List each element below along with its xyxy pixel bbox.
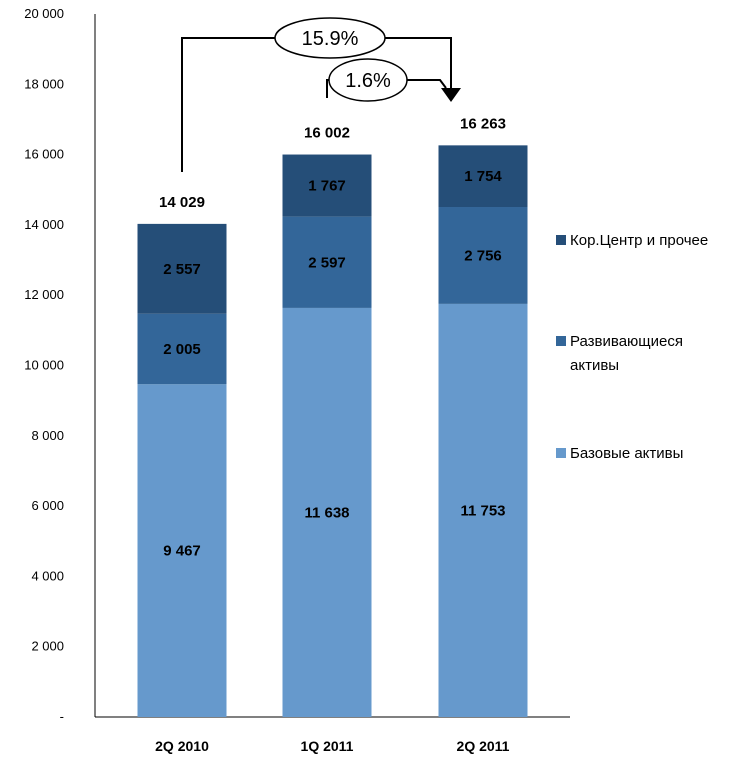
bar-segment — [137, 313, 227, 385]
y-tick-label: 16 000 — [24, 147, 64, 162]
bar-segment — [438, 303, 528, 717]
legend-label: Базовые активы — [570, 445, 683, 462]
x-tick-label: 2Q 2010 — [155, 738, 209, 754]
bar-segment — [282, 307, 372, 717]
legend-swatch — [556, 336, 566, 346]
y-tick-label: 20 000 — [24, 6, 64, 21]
legend-label: Кор.Центр и прочее — [570, 232, 708, 249]
growth-annotations: 15.9% 1.6% — [181, 17, 461, 172]
y-tick-label: 4 000 — [31, 568, 64, 583]
data-label: 2 756 — [464, 247, 502, 264]
arrow-head — [441, 88, 461, 102]
y-tick-label: 10 000 — [24, 358, 64, 373]
data-label: 9 467 — [163, 543, 201, 560]
y-tick-label: - — [60, 709, 64, 724]
growth-label: 15.9% — [302, 28, 359, 50]
y-tick-label: 14 000 — [24, 217, 64, 232]
y-tick-label: 18 000 — [24, 76, 64, 91]
bar-segment — [282, 154, 372, 217]
growth-bubble — [274, 17, 386, 59]
y-tick-label: 12 000 — [24, 287, 64, 302]
data-label: 1 754 — [464, 168, 502, 185]
y-tick-label: 8 000 — [31, 428, 64, 443]
x-tick-label: 1Q 2011 — [301, 738, 354, 754]
total-label: 16 002 — [304, 125, 350, 142]
growth-connector — [406, 79, 447, 89]
data-label: 11 753 — [460, 502, 505, 519]
data-label: 2 597 — [308, 254, 346, 271]
bar-segment — [137, 223, 227, 314]
data-label: 2 557 — [163, 261, 201, 278]
data-label: 11 638 — [304, 504, 349, 521]
bar-segment — [438, 145, 528, 208]
legend-label: Развивающиеся — [570, 333, 683, 350]
axes: - 2 000 4 000 6 000 8 000 10 000 12 000 14 000 1… — [24, 6, 570, 724]
y-tick-label: 6 000 — [31, 498, 64, 513]
bar-segment — [438, 207, 528, 304]
legend: Кор.Центр и прочее Развивающиеся активы Баз… — [556, 232, 708, 462]
y-tick-label: 2 000 — [31, 639, 64, 654]
bar-segment — [137, 384, 227, 717]
growth-label: 1.6% — [345, 70, 391, 92]
x-tick-label: 2Q 2011 — [457, 738, 510, 754]
growth-connector — [385, 37, 452, 88]
bar-segment — [282, 216, 372, 308]
growth-connector — [181, 37, 280, 172]
total-label: 16 263 — [460, 115, 506, 132]
data-label: 1 767 — [308, 178, 346, 195]
bars: 9 467 2 005 2 557 14 029 2Q 2010 11 638 2 597 1… — [137, 115, 528, 754]
growth-bubble — [328, 58, 408, 102]
legend-label: активы — [570, 357, 619, 374]
legend-swatch — [556, 448, 566, 458]
legend-swatch — [556, 235, 566, 245]
data-label: 2 005 — [163, 341, 201, 358]
total-label: 14 029 — [159, 194, 205, 211]
